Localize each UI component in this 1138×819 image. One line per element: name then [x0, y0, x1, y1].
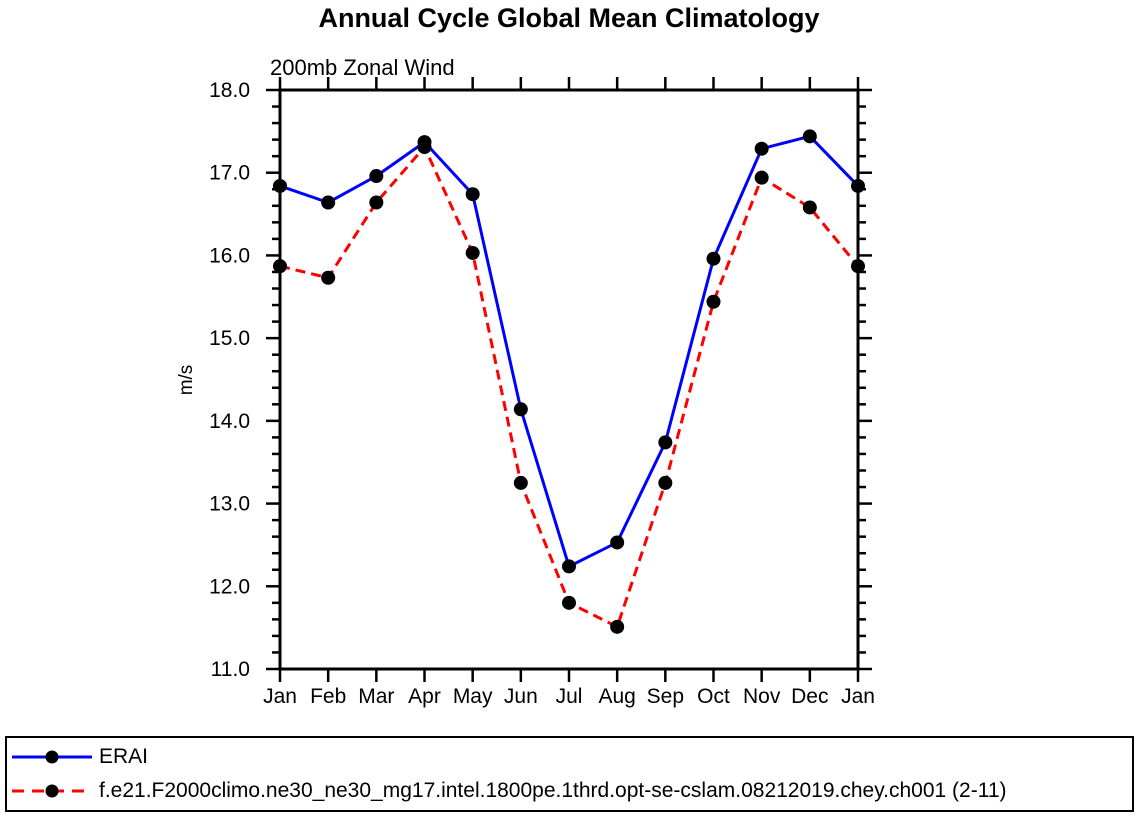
data-point-erai — [321, 195, 336, 210]
data-point-erai — [369, 169, 384, 184]
legend-entry-model: f.e21.F2000climo.ne30_ne30_mg17.intel.18… — [9, 774, 1132, 808]
chart-subtitle: 200mb Zonal Wind — [270, 55, 455, 80]
data-point-erai — [562, 559, 576, 574]
y-tick-label: 16.0 — [209, 244, 250, 267]
legend-sample-model-line — [12, 784, 92, 798]
month-label: Dec — [791, 685, 828, 708]
month-label: May — [453, 685, 493, 708]
y-tick-label: 12.0 — [209, 575, 250, 598]
legend-entry-erai: ERAI — [9, 740, 1132, 774]
data-point-model — [513, 475, 528, 490]
legend-sample-marker — [45, 784, 59, 798]
legend-label-model: f.e21.F2000climo.ne30_ne30_mg17.intel.18… — [99, 779, 1007, 802]
legend-box: ERAI f.e21.F2000climo.ne30_ne30_mg17.int… — [5, 736, 1134, 812]
plot-area: 11.0 12.0 13.0 14.0 15.0 16.0 17.0 18.0 Jan Feb Ma… — [209, 77, 875, 708]
data-point-erai — [610, 535, 625, 550]
month-label: Jan — [841, 685, 875, 708]
data-point-erai — [273, 178, 287, 193]
data-point-erai — [513, 402, 528, 417]
month-label: Sep — [647, 685, 684, 708]
legend-label-erai: ERAI — [99, 745, 149, 768]
data-point-erai — [802, 129, 817, 144]
month-label: Jan — [263, 685, 297, 708]
axis-box — [278, 88, 860, 671]
data-point-model — [321, 270, 336, 285]
data-point-model — [465, 245, 480, 260]
data-point-erai — [658, 435, 673, 450]
data-point-model — [658, 475, 673, 490]
month-label: Nov — [743, 685, 781, 708]
legend-sample-marker — [45, 750, 59, 764]
data-point-model — [273, 259, 287, 274]
month-label: Feb — [310, 685, 346, 708]
y-tick-label: 17.0 — [209, 162, 250, 185]
data-point-model — [802, 200, 817, 215]
month-label: Apr — [408, 685, 441, 708]
month-label: Mar — [358, 685, 394, 708]
data-point-model — [610, 619, 625, 634]
data-point-erai — [851, 178, 865, 193]
month-label: Oct — [697, 685, 730, 708]
data-point-erai — [754, 141, 769, 156]
month-label: Jun — [504, 685, 538, 708]
y-tick-label: 18.0 — [209, 79, 250, 102]
y-tick-label: 15.0 — [209, 327, 250, 350]
data-point-model — [562, 595, 576, 610]
data-point-model — [754, 170, 769, 185]
data-point-model — [851, 259, 865, 274]
data-point-model — [369, 195, 384, 210]
legend-sample-erai-line — [12, 750, 92, 764]
erai-line — [279, 134, 860, 569]
y-tick-label: 11.0 — [211, 658, 250, 681]
y-tick-label: 13.0 — [209, 493, 250, 516]
data-point-erai — [417, 135, 432, 150]
month-label: Jul — [556, 685, 583, 708]
model-line — [279, 144, 860, 629]
data-point-erai — [465, 187, 480, 202]
month-label: Aug — [598, 685, 635, 708]
y-tick-label: 14.0 — [209, 410, 250, 433]
chart-title: Annual Cycle Global Mean Climatology — [318, 3, 820, 33]
data-point-erai — [706, 251, 721, 266]
data-point-model — [706, 294, 721, 309]
